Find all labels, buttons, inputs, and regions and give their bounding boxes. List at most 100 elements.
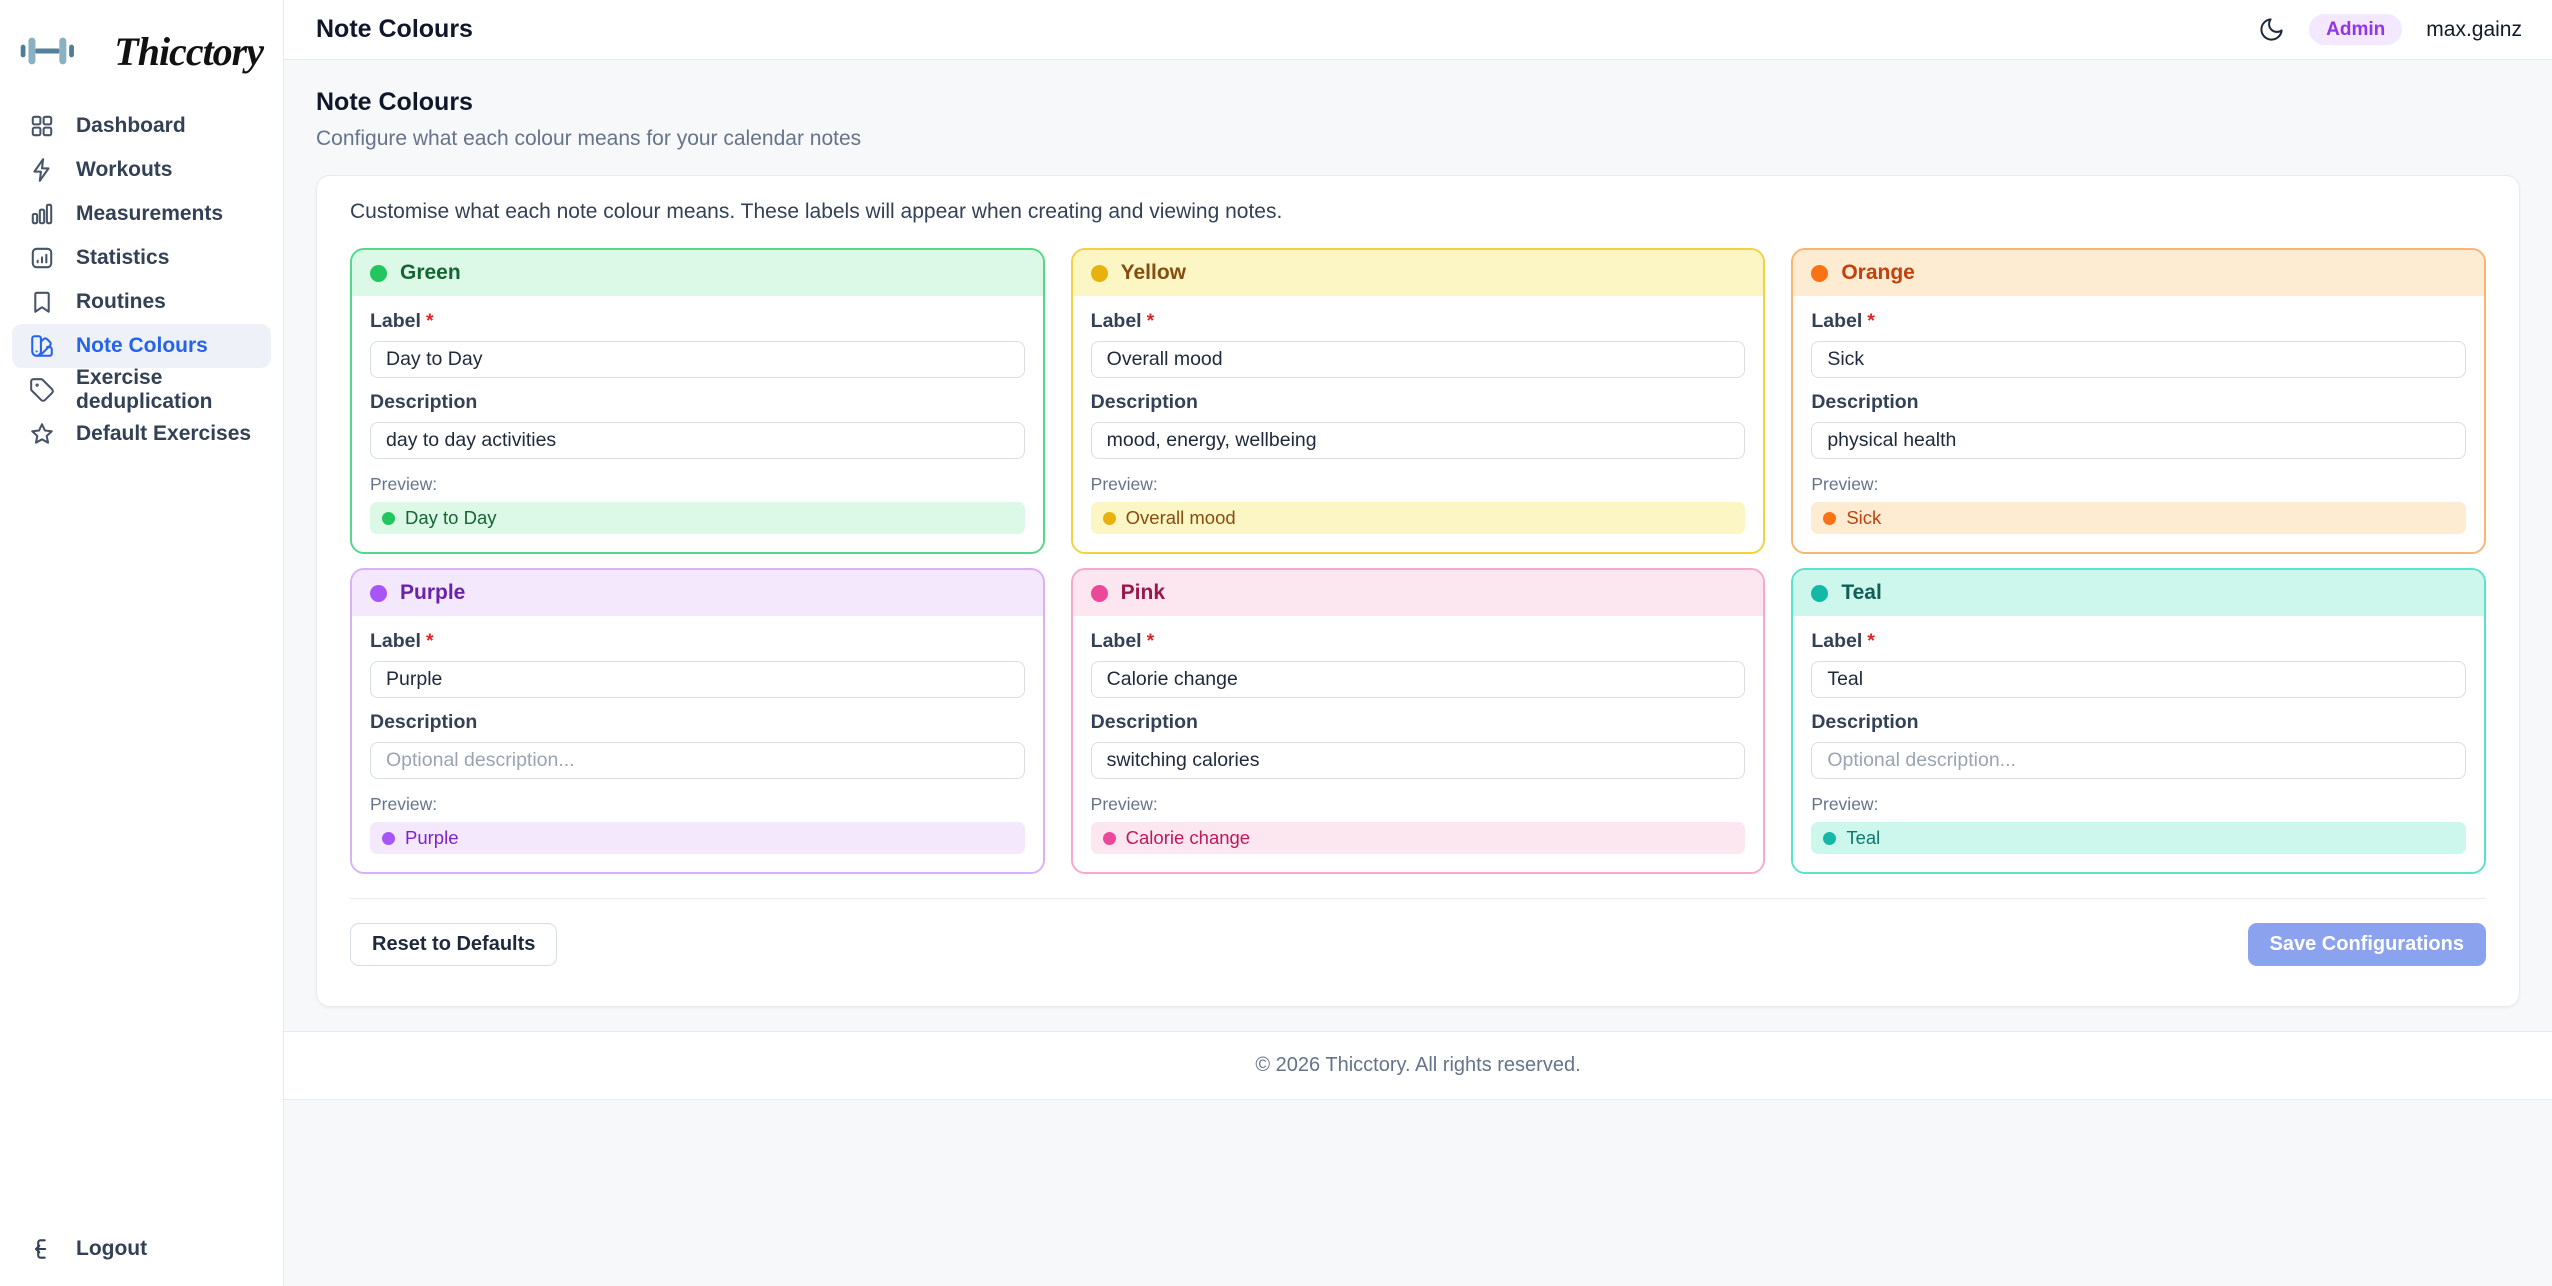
colour-card-header: Orange bbox=[1793, 250, 2484, 296]
colour-card-body: Label* Description Preview: Teal bbox=[1793, 616, 2484, 872]
colour-card-header: Yellow bbox=[1072, 250, 1764, 296]
sidebar-item-routines[interactable]: Routines bbox=[12, 280, 271, 324]
purple-label-input[interactable] bbox=[370, 661, 1025, 698]
pink-preview-chip: Calorie change bbox=[1090, 822, 1746, 854]
orange-description-input[interactable] bbox=[1811, 422, 2466, 459]
sidebar-item-note-colours[interactable]: Note Colours bbox=[12, 324, 271, 368]
required-marker: * bbox=[1867, 310, 1875, 332]
sidebar-item-exercise-deduplication[interactable]: Exercise deduplication bbox=[12, 366, 271, 413]
preview-chip-text: Overall mood bbox=[1125, 507, 1236, 528]
orange-preview-chip: Sick bbox=[1811, 502, 2466, 534]
main-content: Note Colours Configure what each colour … bbox=[284, 60, 2552, 1286]
sidebar-item-label: Default Exercises bbox=[76, 422, 252, 445]
colour-card-yellow: Yellow Label* Description Preview: bbox=[1070, 248, 1766, 554]
tag-icon bbox=[30, 378, 54, 402]
sidebar-item-label: Statistics bbox=[76, 246, 170, 269]
colour-name: Green bbox=[400, 261, 461, 284]
colour-name: Orange bbox=[1841, 261, 1915, 284]
colour-card-header: Teal bbox=[1793, 570, 2484, 616]
required-marker: * bbox=[425, 630, 434, 652]
dashboard-icon bbox=[31, 115, 53, 137]
brand-name: Thicctory bbox=[114, 28, 264, 74]
purple-description-input[interactable] bbox=[370, 742, 1025, 779]
panel-actions: Reset to Defaults Save Configurations bbox=[350, 898, 2486, 966]
colour-name: Pink bbox=[1120, 581, 1166, 604]
sidebar-item-label: Workouts bbox=[76, 158, 173, 181]
required-marker: * bbox=[1867, 630, 1875, 652]
brand-logo: Thicctory bbox=[0, 0, 283, 98]
preview-chip-text: Teal bbox=[1846, 827, 1881, 848]
username[interactable]: max.gainz bbox=[2426, 17, 2522, 41]
colour-dot bbox=[1811, 584, 1829, 602]
preview-chip-text: Day to Day bbox=[405, 507, 497, 528]
sidebar-nav: Dashboard Workouts Measurements Statisti… bbox=[0, 98, 283, 462]
logout-button[interactable]: Logout bbox=[12, 1226, 271, 1272]
orange-label-input[interactable] bbox=[1811, 341, 2466, 378]
colour-card-body: Label* Description Preview: Purple bbox=[352, 616, 1043, 872]
description-field-label: Description bbox=[370, 391, 478, 413]
colour-card-body: Label* Description Preview: Day to Day bbox=[352, 296, 1043, 552]
copyright-text: © 2026 Thicctory. All rights reserved. bbox=[1255, 1054, 1581, 1076]
save-configurations-button[interactable]: Save Configurations bbox=[2247, 923, 2486, 966]
workouts-icon bbox=[33, 158, 50, 182]
theme-toggle-button[interactable] bbox=[2258, 16, 2285, 43]
measurements-icon bbox=[31, 203, 53, 225]
yellow-preview-chip: Overall mood bbox=[1090, 502, 1746, 534]
moon-icon bbox=[2260, 18, 2283, 41]
panel-intro: Customise what each note colour means. T… bbox=[350, 200, 1283, 223]
pink-description-input[interactable] bbox=[1090, 742, 1746, 779]
required-marker: * bbox=[1146, 630, 1155, 652]
label-field-label: Label * bbox=[1090, 310, 1155, 332]
preview-label: Preview: bbox=[370, 474, 438, 494]
topbar-title: Note Colours bbox=[316, 15, 473, 43]
sidebar-item-dashboard[interactable]: Dashboard bbox=[12, 104, 271, 148]
required-marker: * bbox=[425, 310, 434, 332]
sidebar-item-statistics[interactable]: Statistics bbox=[12, 236, 271, 280]
note-colours-icon bbox=[31, 335, 53, 357]
sidebar-item-measurements[interactable]: Measurements bbox=[12, 192, 271, 236]
statistics-icon bbox=[31, 247, 53, 269]
colour-name: Yellow bbox=[1120, 261, 1187, 284]
colour-card-purple: Purple Label* Description Preview: bbox=[350, 568, 1045, 874]
colour-card-header: Purple bbox=[352, 570, 1043, 616]
yellow-description-input[interactable] bbox=[1090, 422, 1746, 459]
description-field-label: Description bbox=[1090, 711, 1198, 733]
green-description-input[interactable] bbox=[370, 422, 1025, 459]
colour-card-orange: Orange Label* Description Preview: bbox=[1791, 248, 2486, 554]
description-field-label: Description bbox=[370, 711, 478, 733]
sidebar-item-label: Measurements bbox=[76, 202, 224, 225]
colour-dot bbox=[382, 831, 395, 845]
dumbbell-icon bbox=[20, 37, 74, 65]
colour-card-pink: Pink Label* Description Preview: bbox=[1070, 568, 1766, 874]
purple-preview-chip: Purple bbox=[370, 822, 1025, 854]
teal-label-input[interactable] bbox=[1811, 661, 2466, 698]
required-marker: * bbox=[1146, 310, 1155, 332]
preview-chip-text: Purple bbox=[405, 827, 459, 848]
teal-description-input[interactable] bbox=[1811, 742, 2466, 779]
preview-label: Preview: bbox=[1811, 794, 1879, 814]
description-field-label: Description bbox=[1811, 391, 1919, 413]
yellow-label-input[interactable] bbox=[1090, 341, 1746, 378]
preview-label: Preview: bbox=[1090, 794, 1158, 814]
sidebar-item-label: Routines bbox=[76, 290, 166, 313]
routines-icon bbox=[34, 291, 50, 313]
teal-preview-chip: Teal bbox=[1811, 822, 2466, 854]
green-label-input[interactable] bbox=[370, 341, 1025, 378]
label-field-label: Label * bbox=[1811, 310, 1875, 332]
star-icon bbox=[31, 423, 53, 444]
colour-card-green: Green Label* Description Preview: bbox=[350, 248, 1045, 554]
label-field-label: Label * bbox=[370, 310, 434, 332]
sidebar-item-workouts[interactable]: Workouts bbox=[12, 148, 271, 192]
description-field-label: Description bbox=[1811, 711, 1919, 733]
pink-label-input[interactable] bbox=[1090, 661, 1746, 698]
role-badge: Admin bbox=[2309, 14, 2403, 45]
label-field-label: Label * bbox=[1811, 630, 1875, 652]
colour-dot bbox=[370, 584, 387, 602]
label-field-label: Label * bbox=[370, 630, 434, 652]
sidebar: Thicctory Dashboard Workouts Measurement… bbox=[0, 0, 284, 1286]
reset-to-defaults-button[interactable]: Reset to Defaults bbox=[350, 923, 558, 966]
logout-icon bbox=[35, 1239, 47, 1259]
preview-label: Preview: bbox=[370, 794, 438, 814]
colour-card-teal: Teal Label* Description Preview: bbox=[1791, 568, 2486, 874]
sidebar-item-default-exercises[interactable]: Default Exercises bbox=[12, 412, 271, 456]
